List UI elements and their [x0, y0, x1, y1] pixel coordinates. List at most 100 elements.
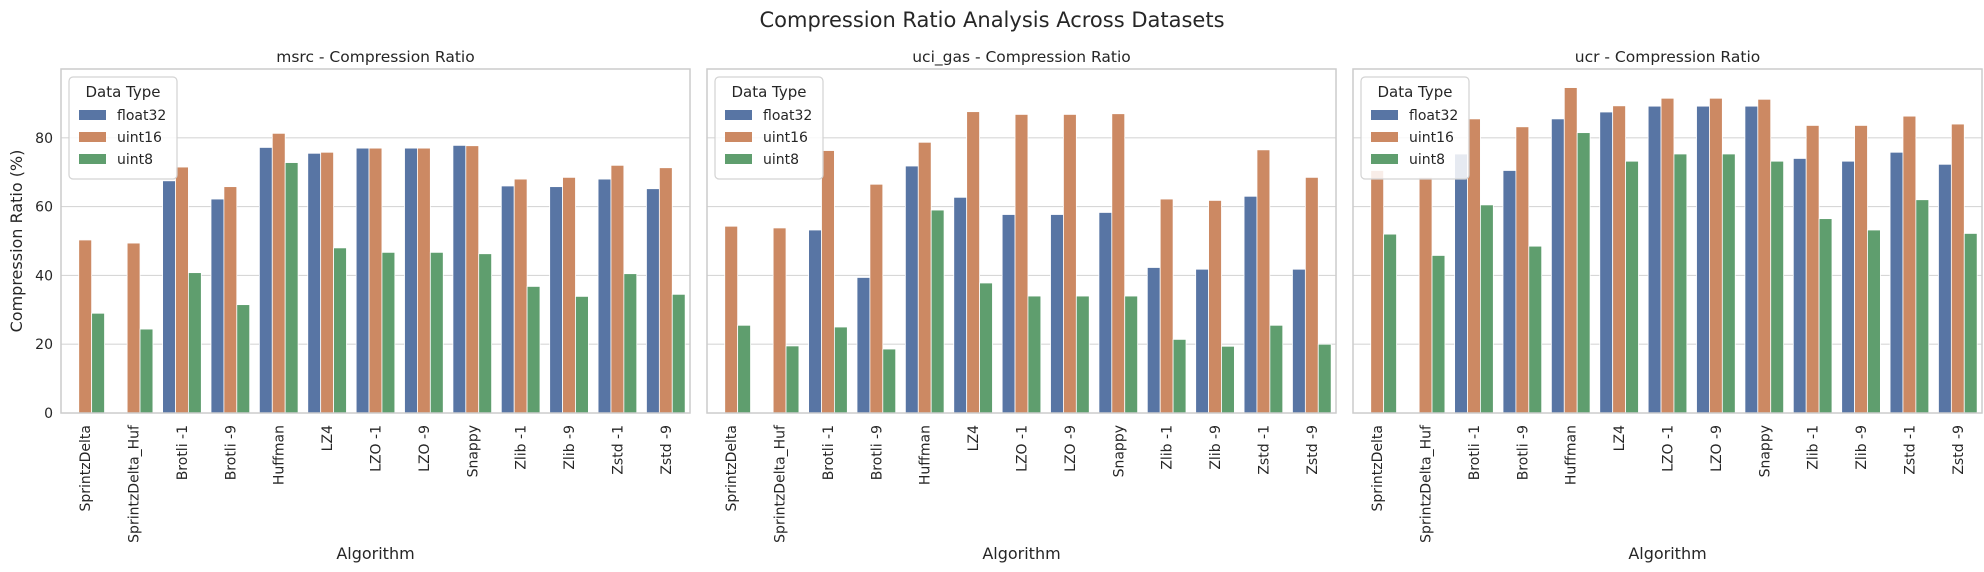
bar — [1963, 233, 1978, 414]
bar — [904, 165, 919, 414]
bar — [1805, 125, 1820, 414]
legend-swatch — [79, 110, 106, 120]
bar — [1195, 268, 1209, 414]
x-tick-label: Brotli -1 — [821, 425, 837, 480]
bar — [1292, 268, 1306, 414]
bar — [1063, 114, 1077, 414]
bar — [1792, 158, 1807, 414]
x-tick-label: SprintzDelta_Huf — [773, 424, 789, 543]
bar — [1243, 195, 1258, 414]
bar — [658, 167, 673, 414]
chart-panel: SprintzDelta SprintzDelta_Huf Brotli -1 Bro… — [7, 48, 691, 563]
bar — [1515, 126, 1530, 414]
legend: Data Type float32 uint16 uint8 — [68, 76, 178, 180]
legend-label: uint8 — [763, 152, 799, 168]
bar — [1256, 149, 1271, 414]
x-tick-label: SprintzDelta — [1370, 425, 1386, 511]
bar — [429, 251, 444, 414]
x-tick-label: Zstd -9 — [1305, 425, 1321, 475]
bar — [1050, 214, 1064, 414]
bar — [1111, 113, 1126, 414]
x-tick-label: LZO -9 — [417, 425, 433, 472]
chart-panel: SprintzDelta SprintzDelta_Huf Brotli -1 Bro… — [1352, 48, 1983, 563]
bar — [1576, 132, 1591, 414]
legend-swatch — [1371, 132, 1398, 142]
bar — [1950, 123, 1965, 414]
x-tick-label: LZO -1 — [369, 425, 385, 472]
bar — [575, 295, 589, 414]
bar — [1317, 343, 1332, 414]
bar — [465, 145, 480, 414]
bar — [1867, 229, 1881, 414]
bar — [1370, 170, 1385, 414]
x-tick-label: Huffman — [918, 425, 934, 485]
x-tick-label: Snappy — [1757, 425, 1773, 477]
x-tick-label: SprintzDelta_Huf — [127, 424, 143, 543]
plot-frame — [706, 68, 1337, 414]
bar — [772, 227, 787, 414]
y-tick-label: 20 — [35, 337, 53, 353]
bar — [355, 147, 370, 414]
bar — [549, 186, 563, 414]
bar — [1431, 255, 1446, 414]
bar — [1660, 97, 1675, 414]
bar — [1744, 105, 1759, 414]
legend-title: Data Type — [1377, 83, 1452, 101]
bar — [917, 141, 932, 414]
bar — [333, 247, 347, 414]
x-tick-label: Zstd -1 — [1902, 425, 1918, 475]
bar — [785, 345, 800, 414]
bar — [139, 328, 154, 414]
bar — [1625, 160, 1639, 414]
bar — [271, 132, 286, 414]
legend-swatch — [79, 154, 106, 164]
bar — [478, 253, 493, 414]
y-axis-label: Compression Ratio (%) — [7, 150, 26, 333]
legend-label: float32 — [117, 108, 166, 124]
bar — [1673, 153, 1688, 414]
legend-swatch — [79, 132, 106, 142]
bar — [162, 180, 176, 414]
legend-label: uint16 — [117, 130, 162, 146]
bar — [236, 304, 251, 414]
bar — [1550, 118, 1565, 414]
x-tick-label: Zlib -9 — [1208, 425, 1224, 470]
x-tick-label: LZO -1 — [1661, 425, 1677, 472]
bar — [562, 176, 576, 414]
x-tick-label: Zlib -9 — [562, 425, 578, 470]
y-tick-label: 60 — [35, 200, 53, 216]
bar — [724, 225, 739, 414]
bar — [210, 198, 225, 414]
bar — [284, 162, 299, 414]
legend-box — [68, 76, 178, 180]
legend-title: Data Type — [731, 83, 806, 101]
bar — [1383, 233, 1397, 414]
bar — [307, 152, 322, 414]
legend-label: uint8 — [1409, 152, 1445, 168]
x-tick-label: Zlib -1 — [1160, 425, 1176, 470]
bar — [1304, 176, 1319, 414]
bar — [1124, 295, 1139, 414]
bar — [821, 150, 835, 414]
figure-title: Compression Ratio Analysis Across Datase… — [759, 8, 1224, 32]
bar — [1599, 111, 1614, 414]
legend: Data Type float32 uint16 uint8 — [714, 76, 824, 180]
legend-label: uint16 — [1409, 130, 1454, 146]
legend-swatch — [1371, 154, 1398, 164]
bar — [1269, 324, 1284, 414]
x-tick-label: LZ4 — [320, 425, 336, 451]
panel-title: ucr - Compression Ratio — [1575, 48, 1760, 66]
x-tick-label: LZO -9 — [1063, 425, 1079, 472]
bar — [1075, 295, 1090, 414]
bar — [1221, 345, 1235, 414]
bar — [1915, 199, 1930, 414]
bar — [1146, 267, 1161, 414]
bar — [966, 111, 980, 414]
bar — [834, 326, 848, 414]
legend-box — [1360, 76, 1470, 180]
bar — [1696, 105, 1710, 414]
x-tick-label: Zstd -1 — [610, 425, 626, 475]
bar — [526, 286, 541, 414]
bar — [610, 164, 625, 414]
